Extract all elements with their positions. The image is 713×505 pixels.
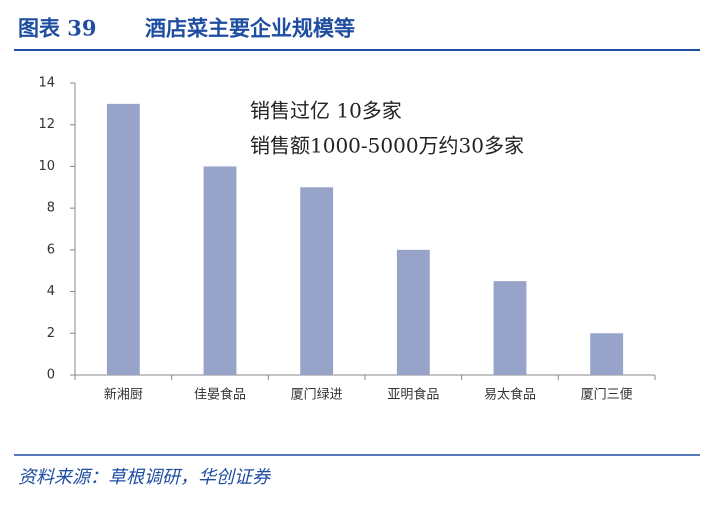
- x-tick-label: 厦门绿进: [291, 388, 343, 403]
- bar: [590, 333, 624, 375]
- bar: [396, 249, 430, 375]
- bar: [300, 187, 334, 375]
- y-tick-label: 10: [38, 159, 55, 174]
- source: 资料来源：草根调研，华创证券: [18, 467, 272, 488]
- y-tick-label: 6: [47, 242, 55, 257]
- figure-label: 图表 39: [18, 16, 97, 41]
- x-tick-label: 佳晏食品: [194, 387, 246, 403]
- y-tick-label: 12: [38, 117, 55, 132]
- annotation: 销售额1000-5000万约30多家: [250, 134, 524, 158]
- y-tick-label: 4: [47, 284, 55, 299]
- bar: [493, 281, 527, 375]
- x-tick-label: 亚明食品: [387, 387, 439, 403]
- bar: [106, 103, 140, 375]
- y-tick-label: 8: [47, 201, 55, 216]
- annotation: 销售过亿 10多家: [250, 99, 402, 123]
- x-tick-label: 新湘厨: [104, 387, 143, 403]
- y-tick-label: 2: [47, 326, 55, 341]
- x-tick-label: 厦门三便: [581, 388, 633, 403]
- chart-title: 酒店菜主要企业规模等: [145, 16, 355, 41]
- bar: [203, 166, 237, 375]
- y-tick-label: 0: [47, 368, 55, 383]
- y-tick-label: 14: [38, 76, 55, 91]
- x-tick-label: 易太食品: [484, 387, 536, 403]
